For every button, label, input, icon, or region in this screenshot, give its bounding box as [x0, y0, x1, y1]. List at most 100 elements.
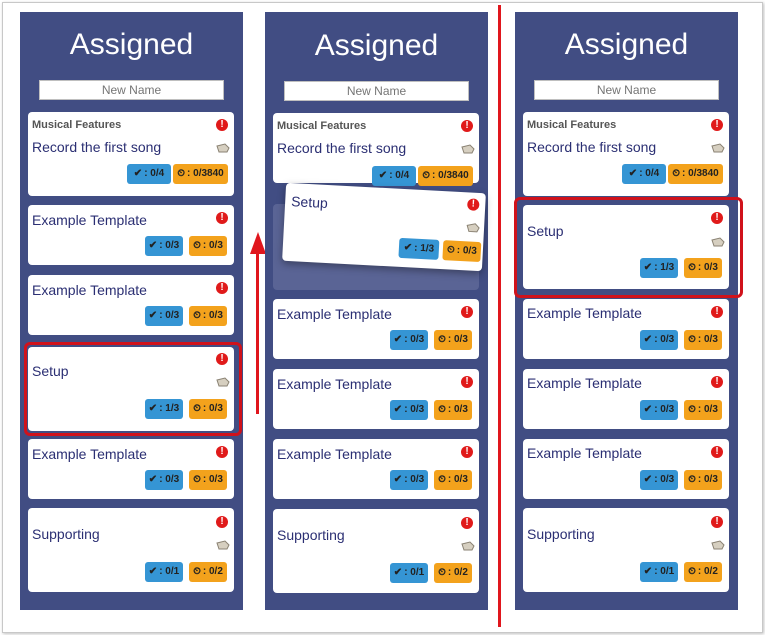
time-count: 0/3 [454, 334, 468, 345]
clock-icon: ⏲ [193, 240, 201, 251]
clock-icon: ⏲ [688, 566, 696, 577]
check-icon: ✔ [643, 404, 653, 415]
clock-icon: ⏲ [422, 170, 431, 181]
tag-icon[interactable] [711, 143, 725, 153]
time-badge: ⏲: 0/3 [189, 236, 227, 256]
time-badge: ⏲: 0/3 [434, 400, 472, 420]
clock-icon: ⏲ [193, 566, 201, 577]
tag-icon[interactable] [711, 540, 725, 550]
new-name-input[interactable] [39, 80, 224, 100]
task-card-setup[interactable]: Setup ! ✔: 1/3 ⏲: 0/3 [28, 347, 234, 431]
time-badge: ⏲: 0/2 [189, 562, 227, 582]
clock-icon: ⏲ [438, 334, 446, 345]
check-icon: ✔ [148, 566, 158, 577]
check-icon: ✔ [393, 567, 403, 578]
clock-icon: ⏲ [193, 474, 201, 485]
check-icon: ✔ [403, 242, 413, 254]
exclamation-circle-icon: ! [216, 119, 228, 131]
exclamation-circle-icon: ! [466, 198, 480, 211]
task-card[interactable]: Musical Features Record the first song !… [523, 112, 729, 196]
card-title: Record the first song [277, 140, 407, 156]
task-card[interactable]: Example Template ! ✔: 0/3 ⏲: 0/3 [523, 299, 729, 359]
check-icon: ✔ [643, 566, 653, 577]
clock-icon: ⏲ [177, 168, 186, 179]
exclamation-circle-icon: ! [461, 120, 473, 132]
clock-icon: ⏲ [446, 244, 456, 256]
task-card[interactable]: Supporting ! ✔: 0/1 ⏲: 0/2 [523, 508, 729, 592]
checklist-count: 0/4 [150, 168, 165, 179]
task-card[interactable]: Example Template ! ✔: 0/3 ⏲: 0/3 [28, 439, 234, 499]
dragged-card-setup[interactable]: Setup ! ✔: 1/3 ⏲: 0/3 [282, 182, 486, 272]
card-title: Supporting [527, 526, 595, 542]
task-card-setup[interactable]: Setup ! ✔: 1/3 ⏲: 0/3 [523, 205, 729, 289]
clock-icon: ⏲ [438, 474, 446, 485]
tag-icon[interactable] [711, 237, 725, 247]
card-title: Example Template [527, 305, 642, 321]
task-card[interactable]: Example Template ! ✔: 0/3 ⏲: 0/3 [523, 369, 729, 429]
check-icon: ✔ [378, 170, 388, 181]
task-card[interactable]: Example Template ! ✔: 0/3 ⏲: 0/3 [28, 275, 234, 335]
task-card[interactable]: Musical Features Record the first song !… [273, 113, 479, 186]
checklist-badge: ✔: 0/3 [390, 330, 428, 350]
card-title: Example Template [277, 376, 392, 392]
column-title: Assigned [314, 29, 439, 62]
tag-icon[interactable] [216, 540, 230, 550]
task-card[interactable]: Supporting ! ✔: 0/1 ⏲: 0/2 [28, 508, 234, 592]
card-title: Supporting [32, 526, 100, 542]
exclamation-circle-icon: ! [711, 119, 723, 131]
checklist-count: 0/3 [410, 334, 425, 345]
time-count: 0/3 [209, 403, 223, 414]
time-badge: ⏲: 0/3 [189, 306, 227, 326]
checklist-badge: ✔: 0/3 [145, 470, 183, 490]
tag-icon[interactable] [461, 541, 475, 551]
tag-icon[interactable] [216, 143, 230, 153]
time-count: 0/3 [454, 474, 468, 485]
exclamation-circle-icon: ! [711, 446, 723, 458]
column-assigned-before: Assigned Musical Features Record the fir… [20, 12, 243, 610]
new-name-input[interactable] [284, 81, 469, 101]
card-title: Example Template [527, 445, 642, 461]
new-name-input[interactable] [534, 80, 719, 100]
time-count: 0/3 [209, 310, 223, 321]
checklist-count: 0/3 [660, 334, 675, 345]
checklist-count: 1/3 [165, 403, 180, 414]
checklist-badge: ✔: 0/1 [640, 562, 678, 582]
check-icon: ✔ [148, 310, 158, 321]
tag-icon[interactable] [461, 144, 475, 154]
card-group-label: Musical Features [527, 119, 617, 131]
checklist-badge: ✔: 0/3 [145, 306, 183, 326]
card-title: Example Template [277, 446, 392, 462]
time-badge: ⏲: 0/3840 [418, 166, 473, 186]
checklist-count: 0/3 [410, 474, 425, 485]
card-title: Record the first song [527, 139, 657, 155]
checklist-badge: ✔: 1/3 [640, 258, 678, 278]
task-card[interactable]: Example Template ! ✔: 0/3 ⏲: 0/3 [28, 205, 234, 265]
clock-icon: ⏲ [672, 168, 681, 179]
tag-icon[interactable] [216, 377, 230, 387]
checklist-badge: ✔: 0/1 [390, 563, 428, 583]
checklist-badge: ✔: 0/3 [390, 470, 428, 490]
clock-icon: ⏲ [438, 404, 446, 415]
card-title: Supporting [277, 527, 345, 543]
checklist-badge: ✔: 0/4 [127, 164, 171, 184]
time-badge: ⏲: 0/3 [189, 399, 227, 419]
time-count: 0/3 [454, 404, 468, 415]
task-card[interactable]: Example Template ! ✔: 0/3 ⏲: 0/3 [273, 299, 479, 359]
time-badge: ⏲: 0/3840 [668, 164, 723, 184]
highlight-box-setup-after [514, 197, 743, 298]
checklist-badge: ✔: 0/3 [145, 236, 183, 256]
clock-icon: ⏲ [688, 474, 696, 485]
check-icon: ✔ [393, 334, 403, 345]
exclamation-circle-icon: ! [216, 282, 228, 294]
time-badge: ⏲: 0/2 [434, 563, 472, 583]
exclamation-circle-icon: ! [711, 376, 723, 388]
task-card[interactable]: Supporting ! ✔: 0/1 ⏲: 0/2 [273, 509, 479, 593]
checklist-count: 1/3 [419, 242, 435, 255]
tag-icon[interactable] [466, 222, 481, 233]
checklist-count: 0/3 [165, 240, 180, 251]
task-card[interactable]: Example Template ! ✔: 0/3 ⏲: 0/3 [273, 369, 479, 429]
task-card[interactable]: Example Template ! ✔: 0/3 ⏲: 0/3 [273, 439, 479, 499]
exclamation-circle-icon: ! [216, 353, 228, 365]
task-card[interactable]: Musical Features Record the first song !… [28, 112, 234, 196]
task-card[interactable]: Example Template ! ✔: 0/3 ⏲: 0/3 [523, 439, 729, 499]
